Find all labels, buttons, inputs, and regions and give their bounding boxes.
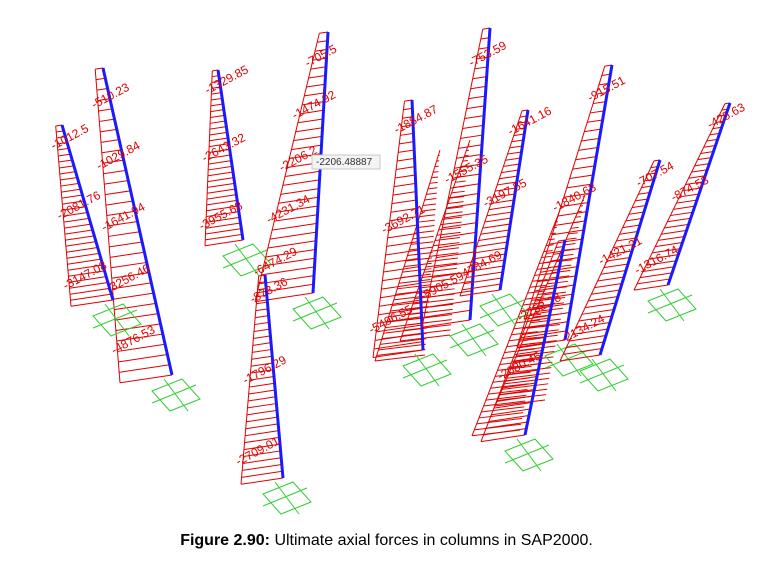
figure-caption: Figure 2.90: Ultimate axial forces in co…: [0, 532, 773, 550]
axial-force-label: -1884.87: [392, 102, 441, 137]
axial-force-label: -3955.68: [196, 198, 245, 233]
axial-force-label: -3197.55: [481, 175, 530, 210]
axial-force-label: -705.5: [302, 41, 339, 69]
column-member: [498, 109, 530, 291]
axial-force-label: -2709.01: [233, 434, 282, 469]
force-tooltip-value: -2206.48887: [316, 157, 373, 168]
column-support: [504, 438, 554, 472]
axial-force-label: -707.54: [634, 158, 677, 190]
column-c6: -1884.87-3692.71-5496.55: [366, 99, 441, 358]
dense-diagram-cluster: [471, 209, 561, 437]
force-tooltip: -2206.48887: [311, 154, 381, 170]
column-support: [449, 323, 499, 357]
figure-caption-text: Ultimate axial forces in columns in SAP2…: [270, 532, 593, 549]
column-member: [598, 159, 662, 356]
column-support: [292, 296, 342, 330]
column-support: [647, 288, 697, 322]
column-support: [151, 378, 201, 412]
column-member: [101, 67, 174, 376]
sap2000-axial-force-diagram: -510.23-1029.84-1641.94-3256.46-4876.53-…: [48, 27, 748, 515]
axial-force-label: -1474.92: [290, 87, 339, 122]
axial-force-label: -1840.63: [550, 180, 599, 215]
column-member: [263, 274, 285, 479]
axial-force-label: -1641.16: [505, 103, 554, 138]
column-c8: -1641.16 -3197.55 -4784.69: [456, 103, 554, 297]
column-c1: -510.23-1029.84-1641.94-3256.46-4876.53: [89, 67, 174, 384]
column-member: [60, 124, 115, 301]
column-support: [222, 243, 272, 277]
column-support: [262, 481, 312, 515]
figure-number: Figure 2.90:: [180, 532, 270, 549]
column-member: [468, 27, 492, 321]
column-support: [579, 358, 629, 392]
column-support: [402, 353, 452, 387]
column-member: [410, 99, 425, 351]
axial-force-label: -2643.32: [199, 130, 248, 165]
axial-force-label: -3692.71: [379, 202, 428, 237]
column-c2: -1012.5-2081.76-3147.08: [48, 121, 115, 307]
column-member: [216, 69, 245, 241]
column-support: [479, 293, 529, 327]
column-member: [666, 102, 732, 286]
column-c3: -1329.85 -2643.32 -3955.68: [196, 62, 251, 247]
column-member: [523, 239, 567, 436]
axial-force-label: -1329.85: [202, 62, 251, 97]
column-c12: -2080.45: [480, 239, 567, 443]
column-support: [92, 303, 142, 337]
column-c5: -878.36-1796.29-2709.01: [233, 274, 290, 485]
axial-force-label: -874.53: [668, 173, 711, 205]
column-c9: -915.51-1840.63-2752.28: [515, 64, 628, 348]
axial-force-label: -4231.34: [264, 192, 313, 227]
axial-force-label: -425.63: [705, 100, 748, 132]
column-member: [563, 64, 614, 341]
axial-force-label: -4784.69: [456, 247, 505, 282]
columns-layer: -510.23-1029.84-1641.94-3256.46-4876.53-…: [48, 27, 748, 515]
